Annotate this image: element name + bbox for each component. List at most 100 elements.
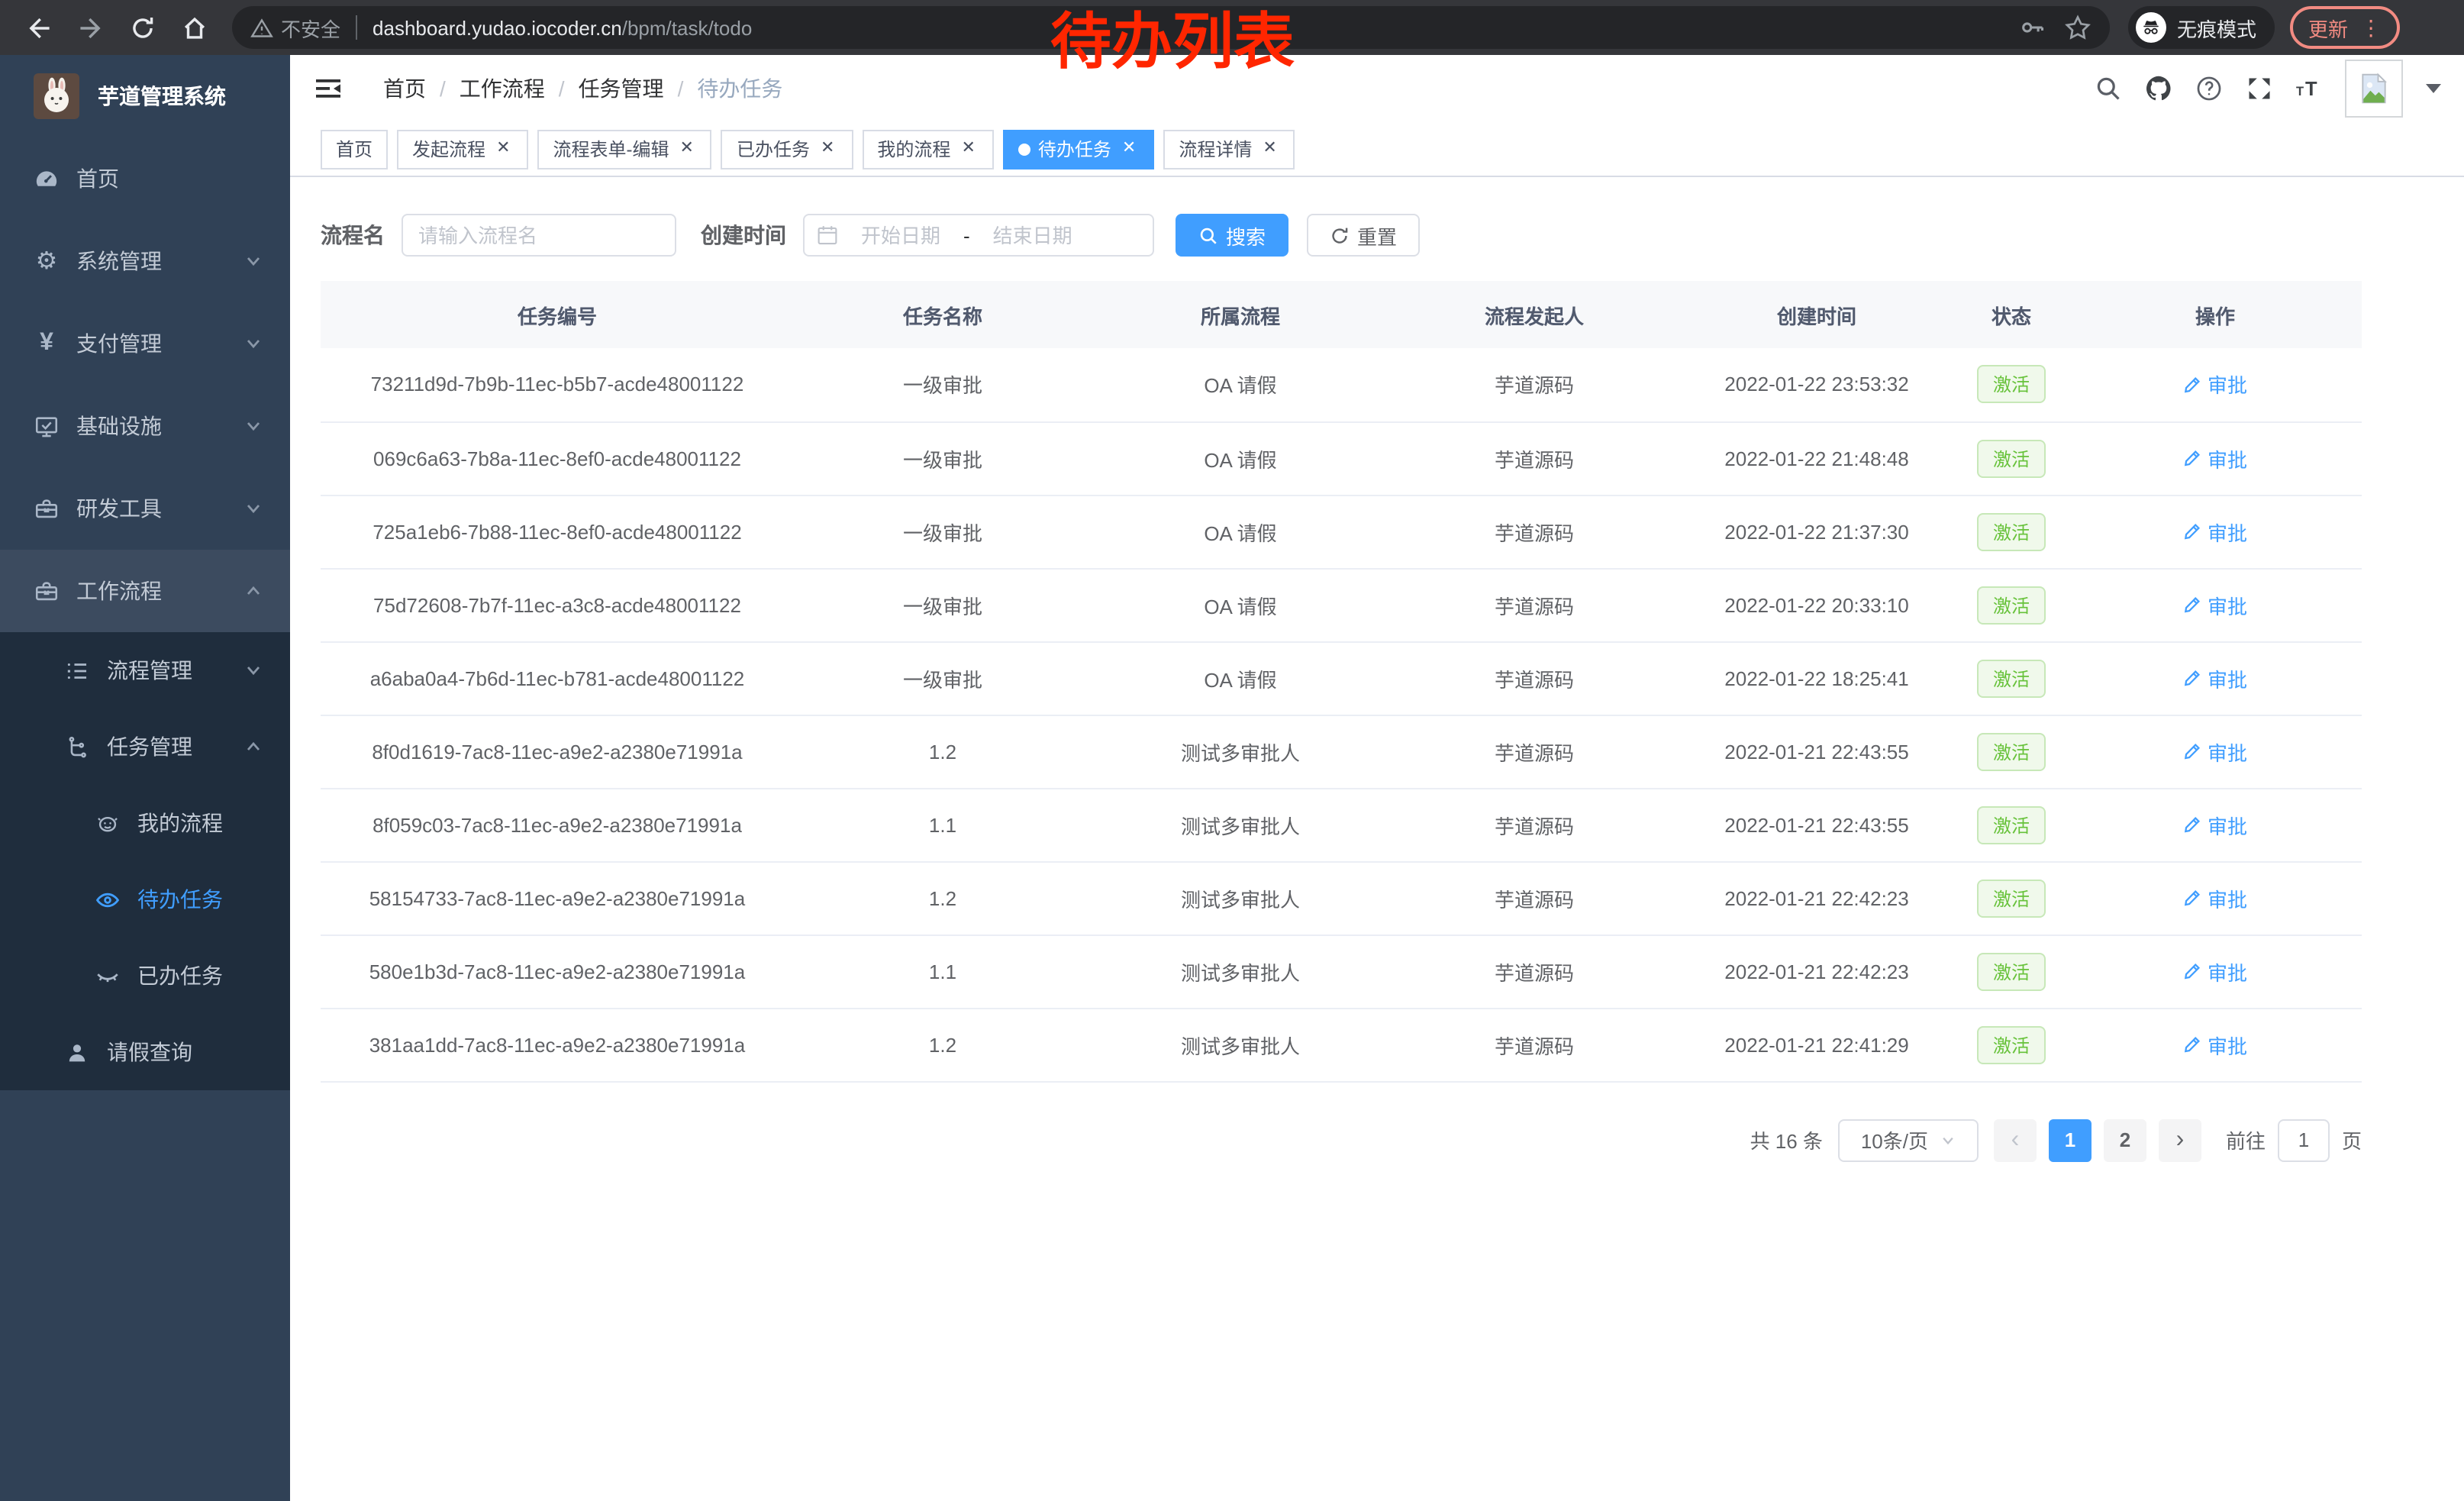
sidebar-item-system[interactable]: ⚙ 系统管理 bbox=[0, 220, 290, 302]
cell-actions: 审批 bbox=[2069, 568, 2362, 642]
approve-link[interactable]: 审批 bbox=[2183, 663, 2247, 692]
cell-initiator: 芋道源码 bbox=[1389, 641, 1679, 715]
warning-icon bbox=[250, 18, 273, 37]
start-date-input[interactable] bbox=[844, 224, 957, 247]
approve-link[interactable]: 审批 bbox=[2183, 590, 2247, 619]
tab-close-icon[interactable]: ✕ bbox=[961, 139, 976, 157]
sidebar-item-infrastructure[interactable]: 基础设施 bbox=[0, 385, 290, 467]
sidebar-item-process-management[interactable]: 流程管理 bbox=[0, 632, 290, 709]
key-icon[interactable] bbox=[2018, 14, 2046, 41]
page-unit-label: 页 bbox=[2341, 1130, 2362, 1153]
tab-close-icon[interactable]: ✕ bbox=[496, 139, 511, 157]
sidebar-item-home[interactable]: 首页 bbox=[0, 137, 290, 220]
back-button[interactable] bbox=[17, 6, 60, 49]
goto-page-input[interactable] bbox=[2277, 1118, 2330, 1161]
tab[interactable]: 首页 bbox=[321, 129, 389, 169]
approve-link[interactable]: 审批 bbox=[2183, 957, 2247, 986]
sidebar-item-todo-tasks[interactable]: 待办任务 bbox=[0, 861, 290, 938]
sidebar-item-done-tasks[interactable]: 已办任务 bbox=[0, 938, 290, 1014]
url-bar[interactable]: 不安全 dashboard.yudao.iocoder.cn/bpm/task/… bbox=[232, 6, 2110, 49]
sidebar-item-my-process[interactable]: 我的流程 bbox=[0, 785, 290, 861]
search-button-form[interactable]: 搜索 bbox=[1176, 214, 1289, 257]
col-actions: 操作 bbox=[2069, 281, 2362, 348]
incognito-badge: 无痕模式 bbox=[2128, 6, 2275, 49]
tab[interactable]: 已办任务 ✕ bbox=[721, 129, 853, 169]
cell-process: OA 请假 bbox=[1092, 495, 1389, 569]
prev-page-button[interactable]: ‹ bbox=[1993, 1118, 2037, 1161]
sidebar-item-payment[interactable]: ¥ 支付管理 bbox=[0, 302, 290, 385]
reload-button[interactable] bbox=[121, 6, 163, 49]
breadcrumb-task-management[interactable]: 任务管理 bbox=[578, 76, 664, 101]
update-button[interactable]: 更新 ⋮ bbox=[2290, 6, 2401, 49]
forward-button[interactable] bbox=[69, 6, 111, 49]
tab[interactable]: 流程表单-编辑 ✕ bbox=[537, 129, 712, 169]
approve-link[interactable]: 审批 bbox=[2183, 737, 2247, 766]
page-size-select[interactable]: 10条/页 bbox=[1837, 1118, 1979, 1161]
approve-link[interactable]: 审批 bbox=[2183, 517, 2247, 546]
pencil-icon bbox=[2184, 670, 2200, 686]
page-button-1[interactable]: 1 bbox=[2048, 1118, 2091, 1161]
approve-link[interactable]: 审批 bbox=[2183, 810, 2247, 839]
dashboard-icon bbox=[34, 166, 60, 192]
end-date-input[interactable] bbox=[976, 224, 1089, 247]
browser-menu-icon[interactable]: ⋮ bbox=[2360, 15, 2382, 39]
sidebar-item-label: 任务管理 bbox=[107, 734, 192, 759]
status-badge: 激活 bbox=[1977, 586, 2045, 624]
sidebar-item-leave-query[interactable]: 请假查询 bbox=[0, 1014, 290, 1090]
cell-created: 2022-01-21 22:41:29 bbox=[1679, 1008, 1954, 1082]
cell-created: 2022-01-22 23:53:32 bbox=[1679, 348, 1954, 422]
tab-close-icon[interactable]: ✕ bbox=[1121, 139, 1137, 157]
svg-text:T: T bbox=[2305, 79, 2317, 100]
cell-created: 2022-01-21 22:43:55 bbox=[1679, 788, 1954, 862]
tab-close-icon[interactable]: ✕ bbox=[679, 139, 694, 157]
fullscreen-button[interactable] bbox=[2244, 73, 2275, 104]
page-button-2[interactable]: 2 bbox=[2103, 1118, 2146, 1161]
app-logo-row[interactable]: 芋道管理系统 bbox=[0, 55, 290, 137]
help-button[interactable] bbox=[2194, 73, 2224, 104]
cell-process: 测试多审批人 bbox=[1092, 861, 1389, 935]
search-button[interactable] bbox=[2093, 73, 2124, 104]
sidebar-item-task-management[interactable]: 任务管理 bbox=[0, 709, 290, 785]
tab[interactable]: 我的流程 ✕ bbox=[862, 129, 994, 169]
sidebar-collapse-icon[interactable] bbox=[313, 73, 343, 104]
approve-link[interactable]: 审批 bbox=[2183, 1030, 2247, 1059]
tab[interactable]: 待办任务 ✕ bbox=[1002, 129, 1155, 169]
security-warning[interactable]: 不安全 bbox=[250, 13, 340, 42]
bookmark-star-icon[interactable] bbox=[2064, 14, 2091, 41]
approve-link[interactable]: 审批 bbox=[2183, 883, 2247, 912]
pencil-icon bbox=[2184, 963, 2200, 980]
github-button[interactable] bbox=[2143, 73, 2174, 104]
avatar-caret-icon[interactable] bbox=[2426, 84, 2441, 93]
status-badge: 激活 bbox=[1977, 732, 2045, 770]
create-time-label: 创建时间 bbox=[701, 223, 786, 247]
breadcrumb-workflow[interactable]: 工作流程 bbox=[459, 76, 545, 101]
next-page-button[interactable]: › bbox=[2158, 1118, 2201, 1161]
sidebar-item-dev-tools[interactable]: 研发工具 bbox=[0, 467, 290, 550]
cell-actions: 审批 bbox=[2069, 715, 2362, 789]
pagination: 共 16 条 10条/页 ‹ 1 2 › 前往 页 bbox=[321, 1118, 2362, 1161]
cell-task-id: 580e1b3d-7ac8-11ec-a9e2-a2380e71991a bbox=[321, 934, 794, 1009]
home-button[interactable] bbox=[173, 6, 215, 49]
table-row: 8f059c03-7ac8-11ec-a9e2-a2380e71991a 1.1… bbox=[321, 788, 2362, 862]
breadcrumb-home[interactable]: 首页 bbox=[383, 76, 426, 101]
approve-link[interactable]: 审批 bbox=[2183, 370, 2247, 399]
cell-created: 2022-01-22 21:37:30 bbox=[1679, 495, 1954, 569]
reset-button[interactable]: 重置 bbox=[1307, 214, 1421, 257]
monitor-icon bbox=[34, 413, 60, 439]
pencil-icon bbox=[2184, 816, 2200, 833]
process-name-input[interactable] bbox=[402, 214, 676, 257]
tab-close-icon[interactable]: ✕ bbox=[1263, 139, 1277, 157]
cell-created: 2022-01-21 22:42:23 bbox=[1679, 861, 1954, 935]
tab[interactable]: 流程详情 ✕ bbox=[1163, 129, 1295, 169]
sidebar-item-workflow[interactable]: 工作流程 bbox=[0, 550, 290, 632]
eye-closed-icon bbox=[95, 963, 121, 989]
app-title: 芋道管理系统 bbox=[98, 84, 226, 108]
approve-label: 审批 bbox=[2207, 815, 2247, 838]
avatar[interactable] bbox=[2345, 60, 2403, 118]
tab[interactable]: 发起流程 ✕ bbox=[397, 129, 529, 169]
col-task-name: 任务名称 bbox=[794, 281, 1092, 348]
approve-link[interactable]: 审批 bbox=[2183, 444, 2247, 473]
tab-close-icon[interactable]: ✕ bbox=[820, 139, 835, 157]
date-range-picker[interactable]: - bbox=[803, 214, 1154, 257]
